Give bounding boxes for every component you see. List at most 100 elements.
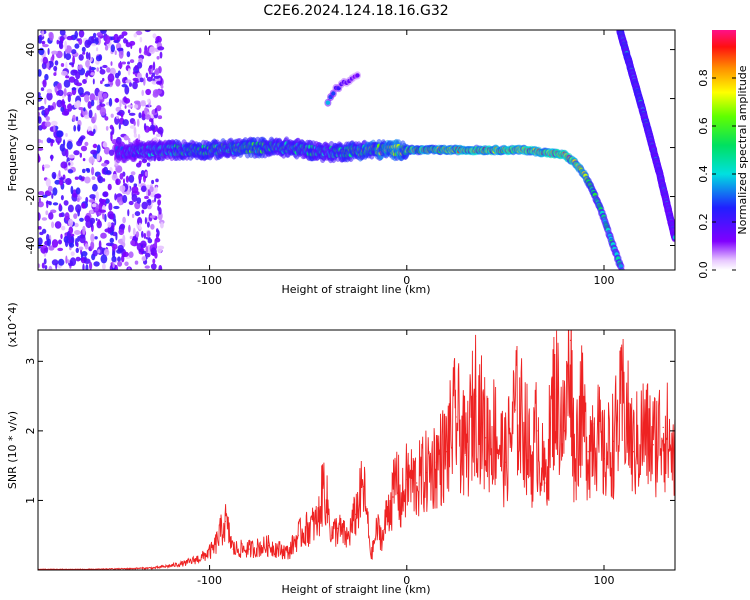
spectrogram-ylabel: Frequency (Hz) — [6, 109, 19, 192]
noise-blob — [104, 83, 111, 87]
noise-blob — [108, 202, 113, 211]
noise-blob — [141, 201, 148, 210]
noise-blob — [137, 61, 143, 69]
noise-blob — [38, 201, 44, 208]
noise-blob — [155, 193, 162, 199]
noise-blob — [139, 77, 144, 83]
noise-blob — [110, 132, 113, 142]
snr-point — [485, 437, 487, 439]
noise-blob — [143, 49, 150, 56]
noise-blob — [78, 136, 84, 142]
noise-blob — [93, 128, 96, 134]
noise-blob — [144, 252, 151, 258]
noise-blob — [84, 39, 91, 48]
spec-xtick-label: 100 — [594, 274, 615, 287]
noise-blob — [61, 98, 65, 108]
noise-blob — [58, 203, 62, 211]
noise-blob — [50, 209, 57, 214]
noise-blob — [71, 87, 77, 91]
noise-blob — [145, 72, 149, 79]
noise-blob — [95, 191, 99, 201]
noise-blob — [143, 77, 146, 86]
noise-blob — [71, 49, 77, 55]
spec-ytick-label: -20 — [24, 188, 37, 206]
noise-blob — [138, 160, 142, 166]
noise-blob — [119, 185, 126, 192]
snr-point — [362, 485, 364, 488]
noise-blob — [149, 215, 156, 219]
snr-point — [376, 527, 378, 529]
noise-blob — [47, 48, 50, 55]
noise-blob — [131, 213, 135, 219]
noise-blob — [38, 36, 42, 44]
noise-blob — [60, 106, 65, 113]
snr-point — [445, 451, 447, 453]
noise-blob — [132, 227, 136, 236]
noise-blob — [157, 205, 160, 211]
noise-blob — [109, 67, 116, 76]
noise-blob — [126, 51, 131, 58]
noise-blob — [134, 80, 140, 83]
snr-point — [185, 562, 187, 564]
noise-blob — [80, 145, 88, 152]
snr-point — [475, 395, 477, 397]
noise-blob — [81, 202, 86, 209]
noise-blob — [86, 168, 91, 173]
noise-blob — [76, 242, 79, 248]
noise-blob — [38, 116, 42, 124]
noise-blob — [83, 107, 86, 112]
noise-blob — [45, 200, 52, 205]
colorbar-label: Normalized spectral amplitude — [736, 65, 749, 234]
noise-blob — [82, 79, 87, 84]
noise-blob — [70, 185, 74, 195]
noise-blob — [147, 238, 153, 244]
snr-point — [554, 388, 556, 390]
noise-blob — [118, 228, 125, 236]
noise-blob — [82, 158, 86, 162]
colorbar-tick-label: 0.8 — [697, 69, 710, 87]
snr-point — [455, 416, 457, 418]
noise-blob — [155, 186, 158, 193]
noise-blob — [90, 149, 97, 155]
noise-blob — [81, 46, 86, 53]
noise-blob — [45, 210, 49, 216]
noise-blob — [104, 213, 107, 223]
noise-blob — [78, 107, 84, 111]
noise-blob — [98, 240, 102, 250]
noise-blob — [38, 92, 41, 97]
snr-point — [354, 513, 357, 515]
noise-blob — [149, 65, 153, 69]
noise-blob — [58, 213, 63, 218]
noise-blob — [114, 72, 120, 79]
noise-blob — [127, 109, 131, 114]
noise-blob — [144, 265, 150, 269]
snr-point — [323, 482, 325, 484]
snr-point — [573, 465, 576, 467]
snr-point — [524, 426, 526, 428]
noise-blob — [65, 133, 68, 137]
noise-blob — [44, 73, 49, 81]
noise-blob — [73, 125, 77, 132]
noise-blob — [78, 246, 84, 251]
noise-blob — [131, 186, 139, 194]
chart-title: C2E6.2024.124.18.16.G32 — [263, 3, 448, 19]
noise-blob — [90, 241, 95, 250]
snr-point — [153, 567, 155, 569]
noise-blob — [77, 124, 81, 132]
noise-blob — [53, 72, 57, 76]
noise-blob — [152, 72, 155, 77]
noise-blob — [102, 191, 108, 197]
noise-blob — [78, 54, 84, 61]
noise-blob — [63, 200, 69, 206]
noise-blob — [119, 99, 122, 108]
noise-blob — [72, 114, 76, 122]
noise-blob — [68, 162, 71, 166]
noise-blob — [127, 104, 134, 108]
noise-blob — [150, 223, 155, 230]
noise-blob — [156, 80, 163, 85]
noise-blob — [154, 107, 157, 114]
noise-blob — [69, 242, 75, 248]
noise-blob — [139, 36, 143, 43]
noise-blob — [152, 61, 156, 71]
noise-blob — [155, 89, 163, 95]
